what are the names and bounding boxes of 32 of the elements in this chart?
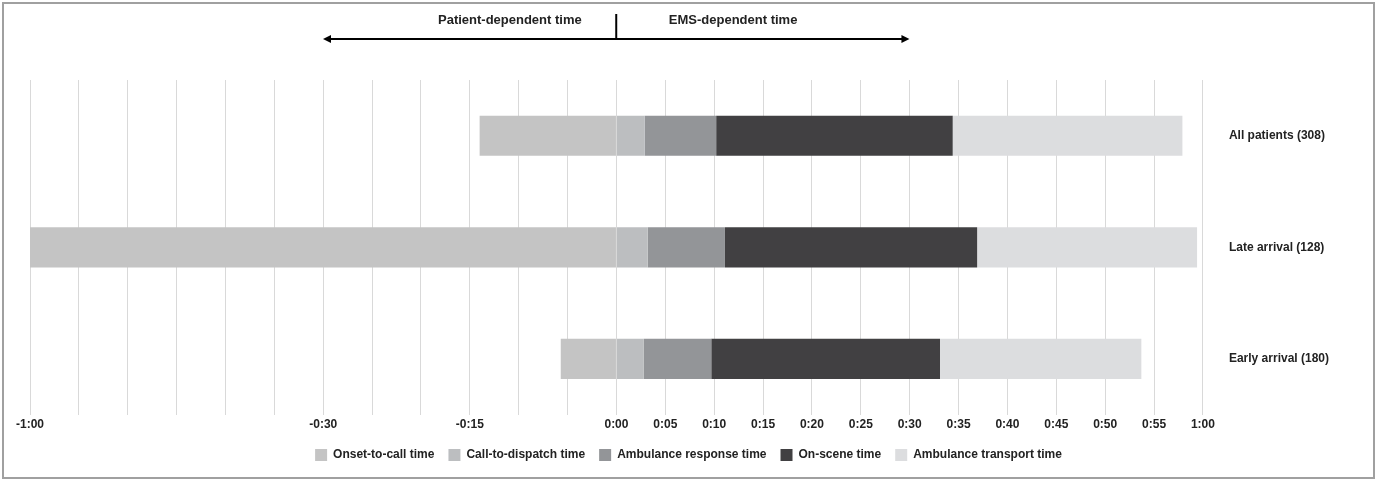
text: Patient-dependent time: [437, 11, 582, 27]
legend-label: Call-to-dispatch time: [466, 447, 586, 462]
bar: [643, 338, 712, 379]
x-tick-label: 1:00: [1190, 417, 1216, 432]
x-tick-label: -0:15: [455, 417, 485, 432]
y-tick-label: All patients (308): [1228, 128, 1325, 143]
x-tick-label: 0:20: [799, 417, 825, 432]
bar: [647, 227, 725, 268]
x-tick-label: 0:30: [897, 417, 923, 432]
bar: [716, 115, 953, 156]
x-tick-label: 0:05: [653, 417, 678, 432]
x-tick-label: 0:15: [751, 417, 776, 432]
x-tick-label: 0:45: [1044, 417, 1069, 432]
bar: [724, 227, 978, 268]
x-tick-label: 0:25: [848, 417, 874, 432]
legend-label: On-scene time: [798, 447, 882, 462]
legend-label: Onset-to-call time: [333, 447, 435, 462]
x-tick-label: 0:10: [702, 417, 727, 432]
text: EMS-dependent time: [668, 11, 798, 27]
y-tick-label: Late arrival (128): [1228, 239, 1325, 254]
x-tick-label: 0:00: [604, 417, 629, 432]
x-tick-label: 0:35: [946, 417, 971, 432]
x-tick-label: 0:50: [1093, 417, 1118, 432]
legend-label: Ambulance transport time: [913, 447, 1063, 462]
bar: [711, 338, 940, 379]
x-tick-label: 0:40: [995, 417, 1020, 432]
x-tick-label: 0:55: [1142, 417, 1167, 432]
x-tick-label: -0:30: [309, 417, 338, 432]
y-tick-label: Early arrival (180): [1228, 351, 1330, 366]
legend-label: Ambulance response time: [617, 447, 767, 462]
bar: [644, 115, 717, 156]
x-tick-label: -1:00: [15, 417, 45, 432]
